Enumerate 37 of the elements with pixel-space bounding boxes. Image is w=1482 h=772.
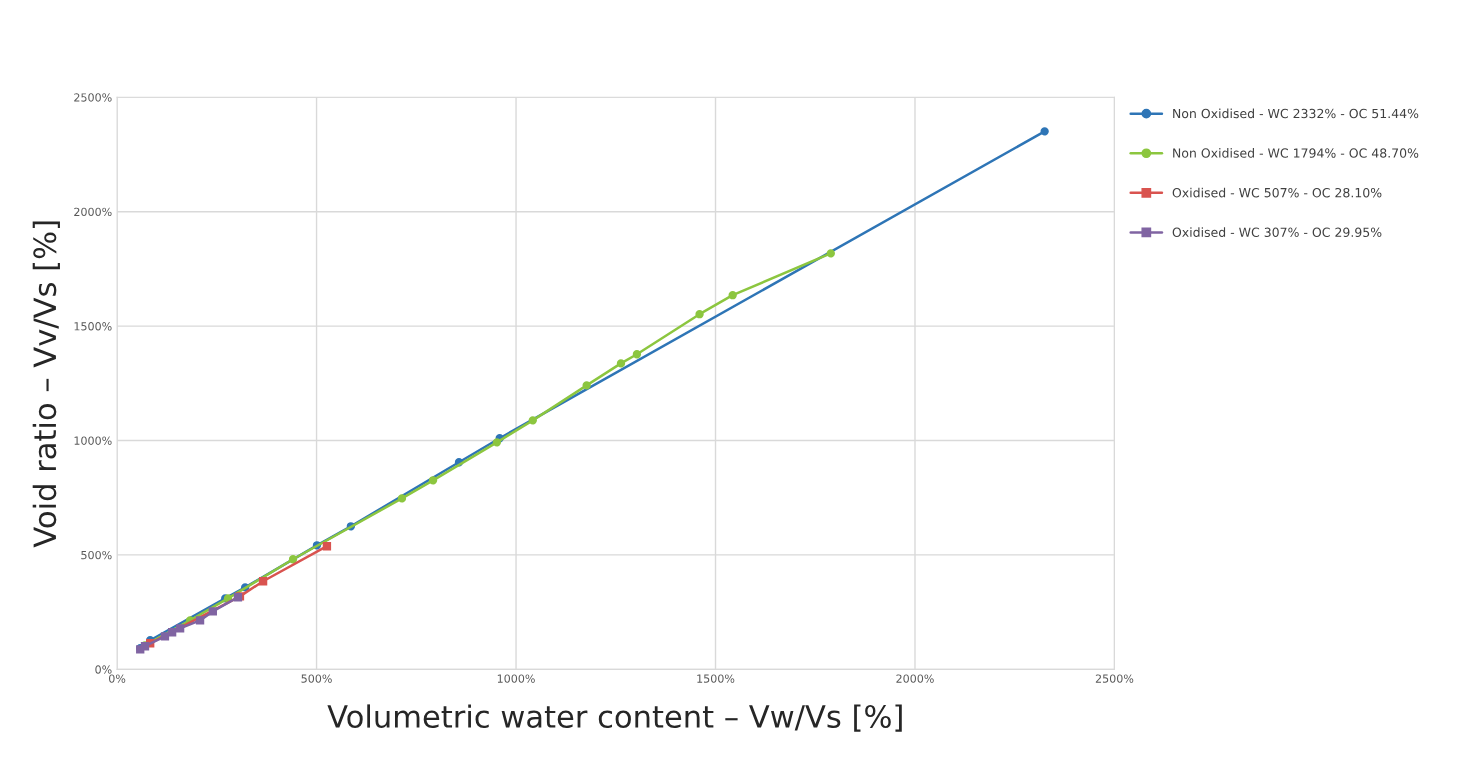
legend-label: Non Oxidised - WC 2332% - OC 51.44% bbox=[1173, 108, 1419, 119]
point bbox=[1040, 127, 1049, 136]
point bbox=[528, 416, 537, 425]
legend-label: Non Oxidised - WC 1794% - OC 48.70% bbox=[1173, 148, 1419, 158]
point bbox=[826, 249, 835, 258]
y-tick-label: 2000% bbox=[74, 207, 112, 217]
y-tick-label: 1500% bbox=[74, 322, 112, 331]
point bbox=[322, 542, 332, 551]
point bbox=[632, 350, 642, 359]
legend-label: Oxidised - WC 507% - OC 28.10% bbox=[1172, 187, 1382, 198]
x-tick-label: 2500% bbox=[1095, 674, 1134, 683]
point bbox=[428, 476, 438, 485]
point bbox=[616, 359, 626, 368]
y-tick-label: 500% bbox=[81, 550, 112, 560]
point bbox=[288, 555, 298, 564]
point bbox=[195, 616, 205, 625]
x-tick-label: 1000% bbox=[497, 674, 535, 683]
x-tick-label: 2000% bbox=[896, 674, 934, 683]
y-tick-label: 1000% bbox=[74, 436, 112, 445]
x-tick-label: 500% bbox=[301, 674, 332, 683]
x-tick-label: 0% bbox=[109, 674, 126, 683]
point bbox=[492, 438, 502, 447]
legend-label: Oxidised - WC 307% - OC 29.95% bbox=[1172, 227, 1382, 237]
point bbox=[208, 607, 217, 616]
x-tick-label: 1500% bbox=[697, 674, 735, 683]
point bbox=[258, 577, 268, 586]
point bbox=[695, 310, 704, 319]
point bbox=[582, 381, 591, 390]
y-axis-title: Void ratio – Vv/Vs [%] bbox=[32, 221, 60, 548]
x-axis-title: Volumetric water content – Vw/Vs [%] bbox=[327, 704, 902, 732]
y-tick-label: 0% bbox=[95, 665, 112, 674]
point bbox=[728, 291, 737, 300]
point bbox=[175, 624, 185, 633]
point bbox=[160, 632, 170, 641]
point bbox=[167, 628, 177, 637]
y-tick-label: 2500% bbox=[74, 93, 112, 102]
point bbox=[397, 494, 407, 503]
